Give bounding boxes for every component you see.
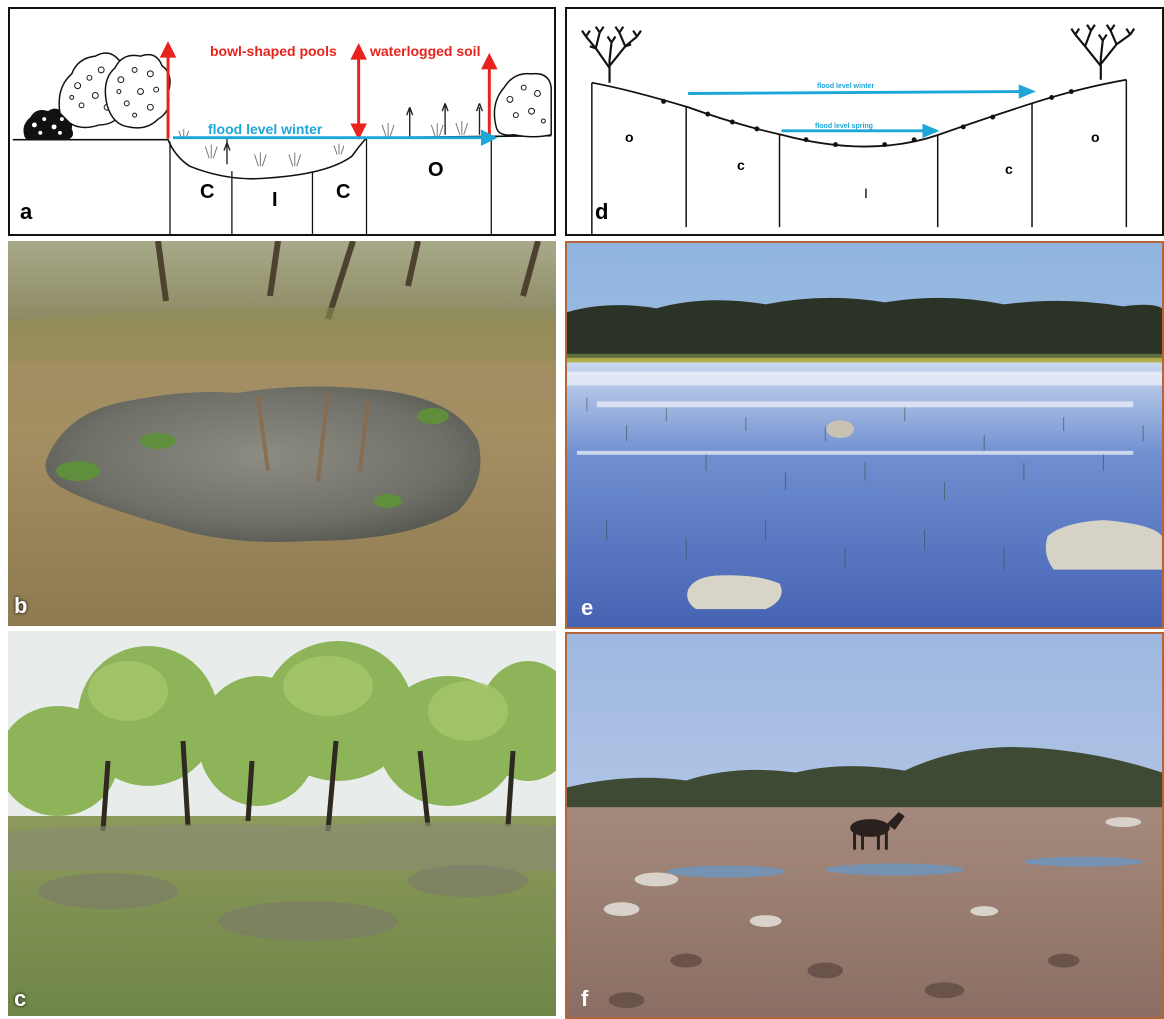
zone-label-c: c (737, 157, 745, 173)
panel-label-f: f (581, 986, 589, 1011)
spring-flood-arrow (781, 123, 940, 138)
annotation-flood-level-winter: flood level winter (208, 121, 323, 137)
panel-a-drawing (12, 41, 552, 234)
flooded-plain-photo-rendering (567, 243, 1162, 627)
panel-label-b: b (14, 593, 28, 618)
annotation-flood-level-winter: flood level winter (817, 83, 875, 90)
bush-illustration (493, 72, 552, 138)
zone-label-c: C (336, 181, 351, 203)
flood-level-winter-arrow (172, 129, 498, 146)
bush-illustration (104, 53, 171, 129)
dark-shrub-illustration (23, 108, 74, 140)
annotation-arrows (159, 41, 498, 141)
woodland-photo-rendering (8, 631, 556, 1016)
dry-basin-photo-rendering (567, 634, 1162, 1017)
zone-label-c: C (200, 181, 215, 203)
shrub-illustration-right (1070, 24, 1136, 80)
grass-tufts (178, 121, 469, 167)
slope-vegetation (661, 89, 1074, 148)
dark-grass-tufts (223, 103, 484, 165)
pool-photo-rendering (8, 241, 556, 626)
zone-label-c: c (1005, 161, 1013, 177)
panel-a-diagram: bowl-shaped pools waterlogged soil flood… (8, 7, 556, 236)
panel-d-drawing (581, 24, 1136, 234)
zone-label-o: O (428, 159, 444, 181)
panel-label-c: c (14, 986, 27, 1011)
zone-label-i: I (272, 189, 278, 211)
zone-label-o: o (1091, 129, 1100, 145)
panel-c-photo: c (8, 631, 556, 1016)
annotation-waterlogged-soil: waterlogged soil (370, 43, 481, 59)
panel-e-photo: e (565, 241, 1164, 629)
panel-d-diagram: flood level winter flood level spring o … (565, 7, 1164, 236)
panel-label-e: e (581, 595, 594, 620)
ground-profile (12, 134, 552, 180)
panel-label-d: d (595, 199, 609, 224)
panel-b-photo: b (8, 241, 556, 626)
ground-profile (591, 78, 1127, 148)
panel-f-photo: f (565, 632, 1164, 1019)
shrub-illustration-left (581, 26, 642, 83)
winter-flood-arrow (688, 84, 1036, 99)
annotation-flood-level-spring: flood level spring (815, 123, 873, 130)
annotation-bowl-shaped-pools: bowl-shaped pools (210, 43, 337, 59)
horse-figure (850, 812, 905, 850)
zone-label-i: I (864, 185, 868, 201)
zone-label-o: o (625, 129, 634, 145)
panel-label-a: a (20, 199, 33, 224)
